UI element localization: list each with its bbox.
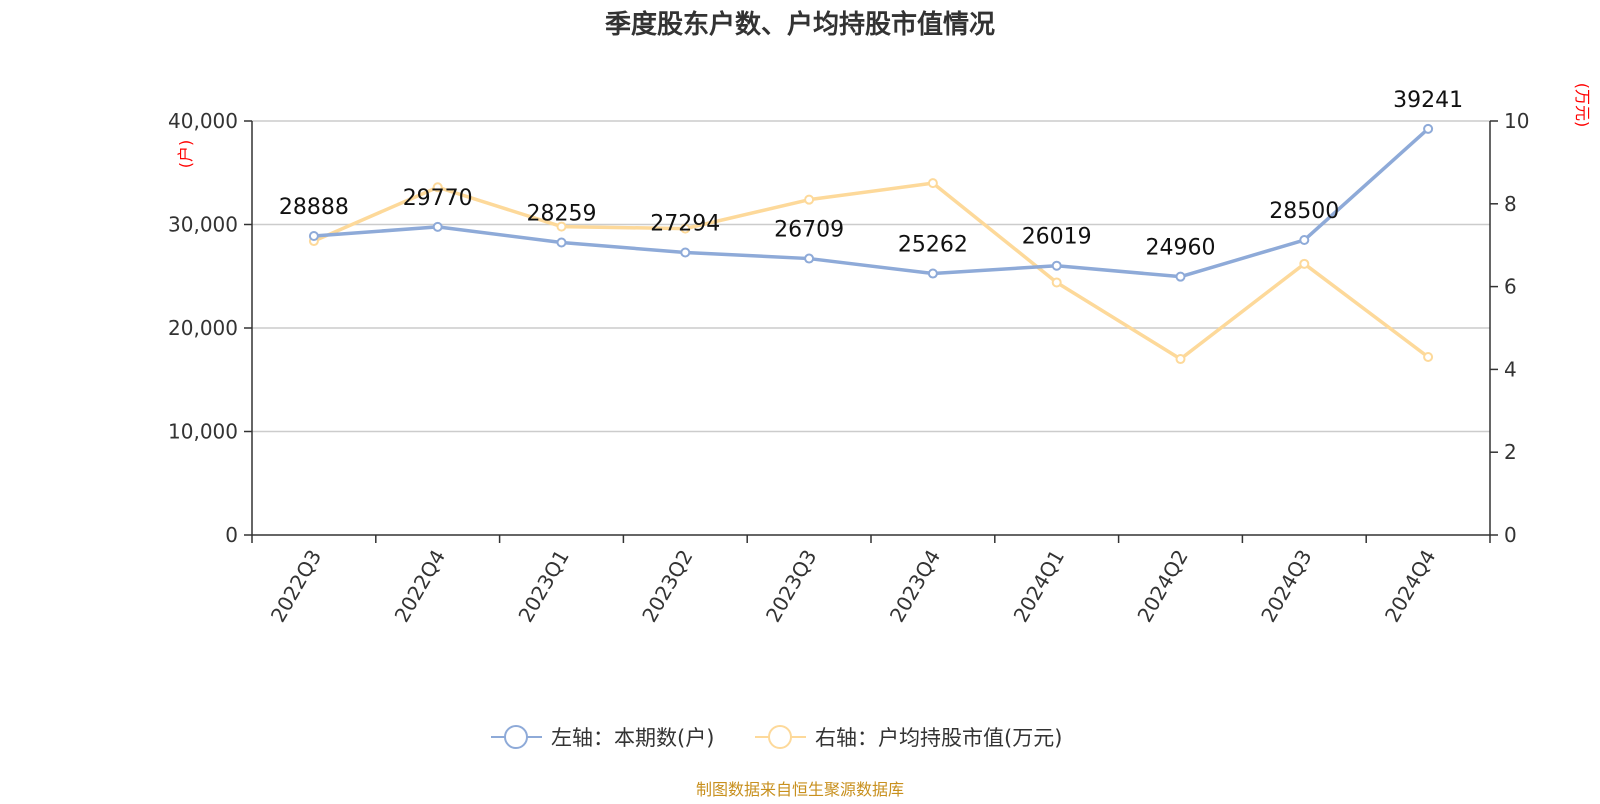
data-point [556, 221, 567, 232]
right-tick-label: 6 [1504, 275, 1517, 299]
legend: 左轴：本期数(户) 右轴：户均持股市值(万元) [491, 725, 1062, 750]
data-point [1175, 271, 1186, 282]
right-tick-label: 10 [1504, 109, 1529, 133]
data-label: 39241 [1393, 88, 1463, 113]
source-note: 制图数据来自恒生聚源数据库 [696, 780, 904, 799]
right-tick-label: 0 [1504, 523, 1517, 547]
left-tick-label: 10,000 [168, 420, 238, 444]
chart-title: 季度股东户数、户均持股市值情况 [605, 9, 995, 40]
x-tick-label: 2023Q1 [513, 546, 573, 627]
data-label: 27294 [650, 212, 720, 237]
left-tick-label: 20,000 [168, 316, 238, 340]
series-line [313, 181, 1430, 361]
axes: 0 10,000 20,000 30,000 40,000 0 2 4 6 8 10 2022Q3 20… [168, 109, 1529, 626]
x-tick-label: 2024Q2 [1132, 546, 1192, 627]
data-label: 28259 [527, 202, 597, 227]
x-tick-label: 2023Q2 [637, 546, 697, 627]
data-labels: 28888 29770 28259 27294 26709 25262 26019 24960… [279, 88, 1463, 261]
data-point [1175, 354, 1186, 365]
right-tick-label: 8 [1504, 192, 1517, 216]
series-left-holders [308, 123, 1434, 282]
legend-marker-left [504, 725, 528, 749]
data-point [804, 253, 815, 264]
data-point [804, 194, 815, 205]
x-tick-label: 2022Q4 [390, 546, 450, 627]
data-label: 29770 [403, 186, 473, 211]
series-line [313, 127, 1430, 279]
right-tick-label: 2 [1504, 440, 1517, 464]
data-point [1299, 235, 1310, 246]
series-lines [308, 123, 1434, 365]
left-tick-label: 0 [225, 523, 238, 547]
data-point [308, 231, 319, 242]
legend-marker-right [768, 725, 792, 749]
data-label: 26709 [774, 218, 844, 243]
left-tick-label: 30,000 [168, 213, 238, 237]
data-point [927, 178, 938, 189]
x-tick-label: 2022Q3 [266, 546, 326, 627]
data-point [556, 237, 567, 248]
x-tick-label: 2024Q4 [1380, 546, 1440, 627]
right-axis-unit: (万元) [1573, 83, 1592, 128]
data-point [680, 247, 691, 258]
data-point [1299, 258, 1310, 269]
x-tick-label: 2023Q3 [761, 546, 821, 627]
left-axis-unit: (户) [176, 140, 195, 169]
data-point [1051, 277, 1062, 288]
x-tick-label: 2024Q3 [1256, 546, 1316, 627]
data-label: 24960 [1146, 236, 1216, 261]
data-point [680, 223, 691, 234]
legend-item-right-series[interactable]: 右轴：户均持股市值(万元) [755, 725, 1062, 750]
data-point [432, 221, 443, 232]
x-tick-label: 2023Q4 [885, 546, 945, 627]
data-label: 28500 [1269, 199, 1339, 224]
data-point [1423, 351, 1434, 362]
data-label: 25262 [898, 233, 968, 258]
right-tick-label: 4 [1504, 357, 1517, 381]
data-point [1051, 260, 1062, 271]
data-point [927, 268, 938, 279]
legend-label-left: 左轴：本期数(户) [551, 726, 714, 750]
grid-lines [252, 120, 1490, 433]
left-tick-label: 40,000 [168, 109, 238, 133]
data-label: 28888 [279, 195, 349, 220]
legend-label-right: 右轴：户均持股市值(万元) [815, 726, 1062, 750]
data-point [432, 182, 443, 193]
legend-item-left-series[interactable]: 左轴：本期数(户) [491, 725, 714, 750]
data-label: 26019 [1022, 225, 1092, 250]
data-point [1423, 123, 1434, 134]
x-tick-label: 2024Q1 [1009, 546, 1069, 627]
series-right-avg-value [308, 178, 1434, 365]
